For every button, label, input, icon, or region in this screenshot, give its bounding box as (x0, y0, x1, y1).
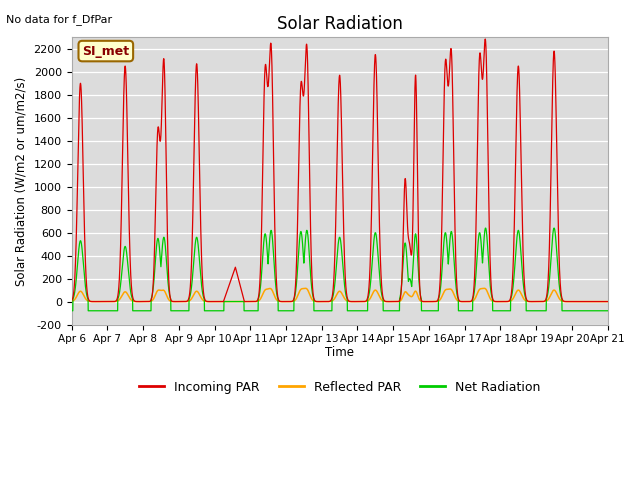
X-axis label: Time: Time (325, 346, 354, 359)
Legend: Incoming PAR, Reflected PAR, Net Radiation: Incoming PAR, Reflected PAR, Net Radiati… (134, 376, 545, 399)
Text: SI_met: SI_met (83, 45, 129, 58)
Title: Solar Radiation: Solar Radiation (276, 15, 403, 33)
Text: No data for f_DfPar: No data for f_DfPar (6, 14, 113, 25)
Y-axis label: Solar Radiation (W/m2 or um/m2/s): Solar Radiation (W/m2 or um/m2/s) (15, 76, 28, 286)
